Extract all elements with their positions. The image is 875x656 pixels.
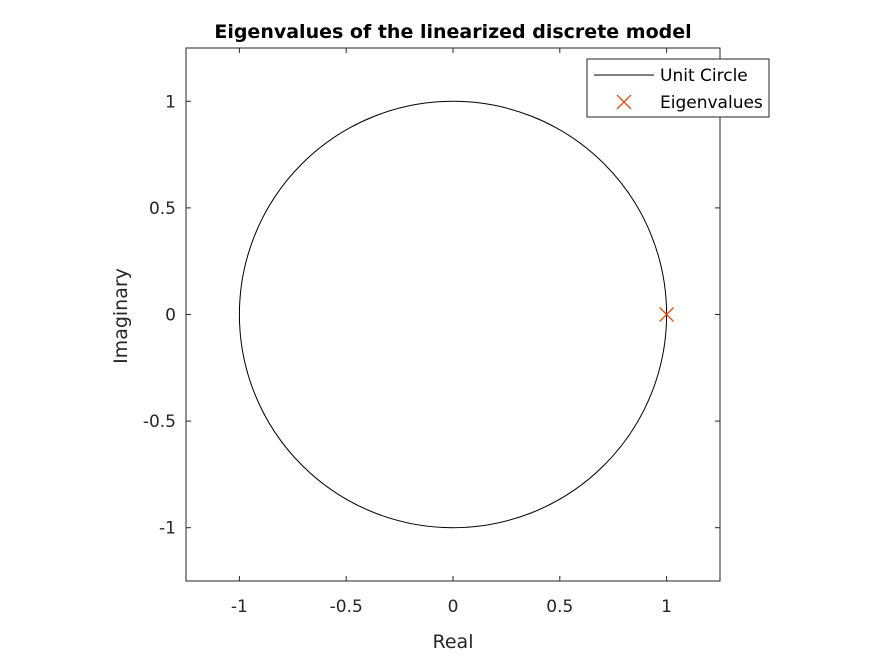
legend-label-eigenvalues: Eigenvalues xyxy=(660,93,763,113)
x-tick-label: -0.5 xyxy=(330,597,363,617)
ticks: -1 -0.5 0 0.5 1 -1 -0.5 0 0.5 1 xyxy=(143,48,720,617)
y-tick-label: 0.5 xyxy=(149,199,176,219)
legend-marker-eigenvalues xyxy=(616,94,632,110)
legend-box xyxy=(586,58,770,118)
x-axis-label: Real xyxy=(433,631,474,653)
x-tick-label: 0 xyxy=(448,597,459,617)
plot-content xyxy=(238,100,675,529)
y-tick-label: 0 xyxy=(165,306,176,326)
y-tick-label: 1 xyxy=(165,92,176,112)
legend: Unit Circle Eigenvalues xyxy=(586,58,770,118)
plot-area xyxy=(185,47,721,582)
x-marker-stroke xyxy=(659,307,675,322)
chart-title: Eigenvalues of the linearized discrete m… xyxy=(214,21,691,43)
x-tick-label: 0.5 xyxy=(546,597,573,617)
legend-label-unit-circle: Unit Circle xyxy=(660,66,748,86)
y-tick-label: -0.5 xyxy=(143,412,176,432)
x-tick-label: -1 xyxy=(231,597,248,617)
x-marker-stroke xyxy=(616,94,632,110)
eigenvalue-marker xyxy=(659,307,675,322)
x-tick-label: 1 xyxy=(661,597,672,617)
y-tick-label: -1 xyxy=(159,519,176,539)
legend-eigenvalue-marker xyxy=(616,94,632,110)
y-axis-label: Imaginary xyxy=(110,268,132,364)
